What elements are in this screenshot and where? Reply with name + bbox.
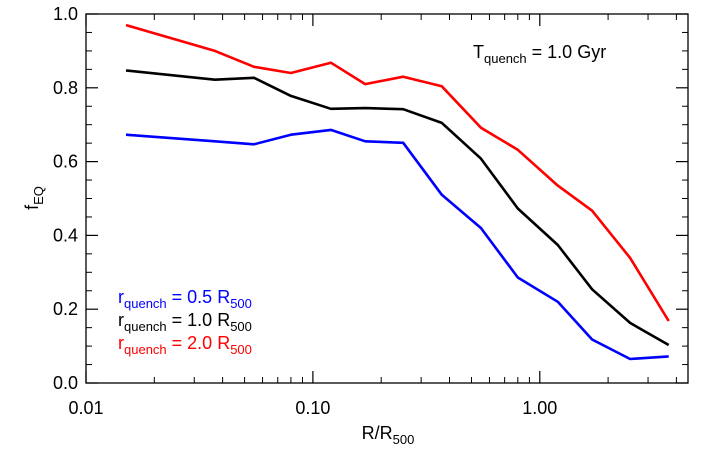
y-axis-label: fEQ bbox=[22, 186, 46, 210]
y-tick-label: 0.8 bbox=[53, 78, 78, 98]
y-tick-label: 0.2 bbox=[53, 299, 78, 319]
y-tick-label: 0.4 bbox=[53, 225, 78, 245]
x-tick-label: 1.00 bbox=[522, 398, 557, 418]
x-axis-label: R/R500 bbox=[362, 423, 415, 447]
x-tick-label: 0.01 bbox=[68, 398, 103, 418]
quench-time-annotation: Tquench = 1.0 Gyr bbox=[473, 42, 606, 66]
legend-entry-0: rquench = 0.5 R500 bbox=[118, 287, 252, 311]
legend-entry-2: rquench = 2.0 R500 bbox=[118, 333, 252, 357]
x-tick-label: 0.10 bbox=[295, 398, 330, 418]
y-tick-label: 0.0 bbox=[53, 373, 78, 393]
axis-ticks: 0.01 0.10 1.00 0.0 0.2 0.4 0.6 0.8 1.0 bbox=[53, 4, 688, 418]
legend-entry-1: rquench = 1.0 R500 bbox=[118, 310, 252, 334]
series-line-0 bbox=[125, 128, 669, 361]
series-line-2 bbox=[125, 23, 670, 322]
y-tick-label: 1.0 bbox=[53, 4, 78, 24]
series-lines bbox=[125, 23, 670, 361]
series-line-1 bbox=[125, 69, 670, 347]
y-tick-label: 0.6 bbox=[53, 152, 78, 172]
legend: rquench = 0.5 R500 rquench = 1.0 R500 rq… bbox=[118, 287, 252, 357]
